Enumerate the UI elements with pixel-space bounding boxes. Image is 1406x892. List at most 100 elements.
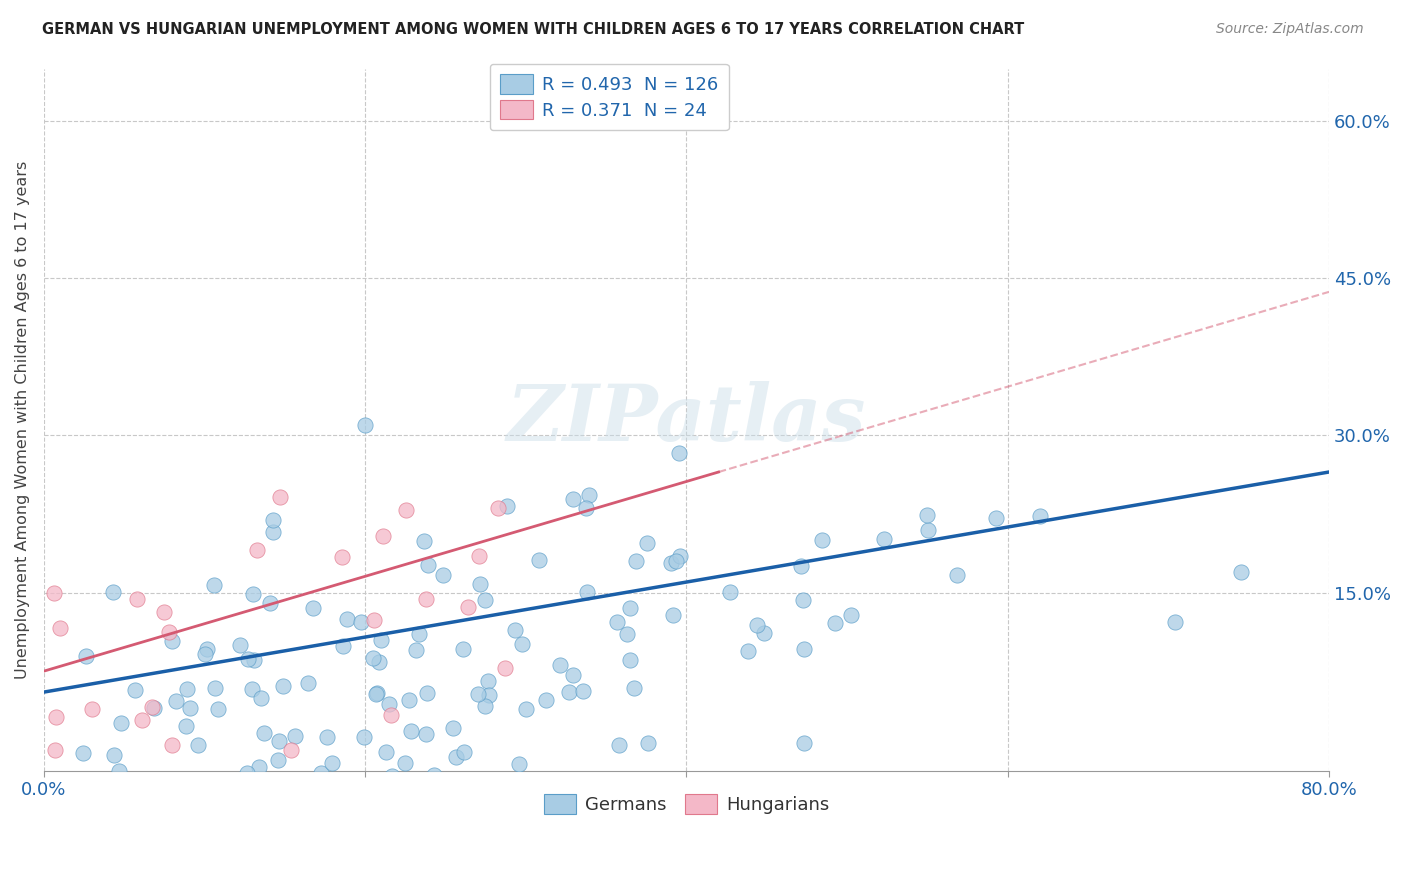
Point [441,721,464,735]
Point [510,637,533,651]
Point [44,743,66,757]
Point [394,756,416,770]
Point [792,592,814,607]
Point [496,500,519,514]
Point [405,643,427,657]
Point [562,668,585,682]
Point [262,525,284,540]
Point [1164,615,1187,630]
Point [264,785,287,799]
Point [176,681,198,696]
Point [360,785,382,799]
Point [718,585,741,599]
Point [474,593,496,607]
Point [413,533,436,548]
Point [1230,565,1253,579]
Point [575,500,598,515]
Point [321,756,343,771]
Point [82,701,104,715]
Point [76,649,98,664]
Point [946,568,969,582]
Point [380,707,402,722]
Point [444,749,467,764]
Point [124,683,146,698]
Point [841,607,863,622]
Point [207,702,229,716]
Point [624,554,647,568]
Point [49,621,72,635]
Point [536,693,558,707]
Point [1029,509,1052,524]
Point [453,745,475,759]
Point [662,607,685,622]
Point [242,587,264,601]
Point [301,601,323,615]
Point [503,623,526,637]
Point [174,719,197,733]
Point [371,529,394,543]
Point [606,615,628,629]
Point [737,644,759,658]
Point [366,686,388,700]
Text: Source: ZipAtlas.com: Source: ZipAtlas.com [1216,22,1364,37]
Point [367,655,389,669]
Point [457,600,479,615]
Point [311,765,333,780]
Point [45,709,67,723]
Point [423,768,446,782]
Point [793,735,815,749]
Point [141,700,163,714]
Point [101,585,124,599]
Point [873,532,896,546]
Point [474,698,496,713]
Point [316,731,339,745]
Point [267,753,290,767]
Point [619,600,641,615]
Point [398,693,420,707]
Point [418,558,440,572]
Point [253,725,276,739]
Point [110,716,132,731]
Point [917,523,939,537]
Point [486,500,509,515]
Point [754,625,776,640]
Point [416,686,439,700]
Point [824,616,846,631]
Point [247,760,270,774]
Point [194,647,217,661]
Point [395,503,418,517]
Point [353,417,375,432]
Point [250,691,273,706]
Point [408,626,430,640]
Point [271,679,294,693]
Point [548,658,571,673]
Point [659,556,682,570]
Point [259,596,281,610]
Point [571,684,593,698]
Point [127,591,149,606]
Point [432,568,454,582]
Point [262,512,284,526]
Point [515,702,537,716]
Point [562,491,585,506]
Point [160,634,183,648]
Point [332,640,354,654]
Point [399,724,422,739]
Point [350,615,373,629]
Point [238,652,260,666]
Point [325,785,347,799]
Y-axis label: Unemployment Among Women with Children Ages 6 to 17 years: Unemployment Among Women with Children A… [15,161,30,679]
Point [575,585,598,599]
Point [607,738,630,752]
Point [745,617,768,632]
Point [236,765,259,780]
Point [619,653,641,667]
Point [165,694,187,708]
Point [381,769,404,783]
Point [297,675,319,690]
Point [789,559,811,574]
Point [468,576,491,591]
Point [263,785,285,799]
Point [204,681,226,696]
Point [478,688,501,702]
